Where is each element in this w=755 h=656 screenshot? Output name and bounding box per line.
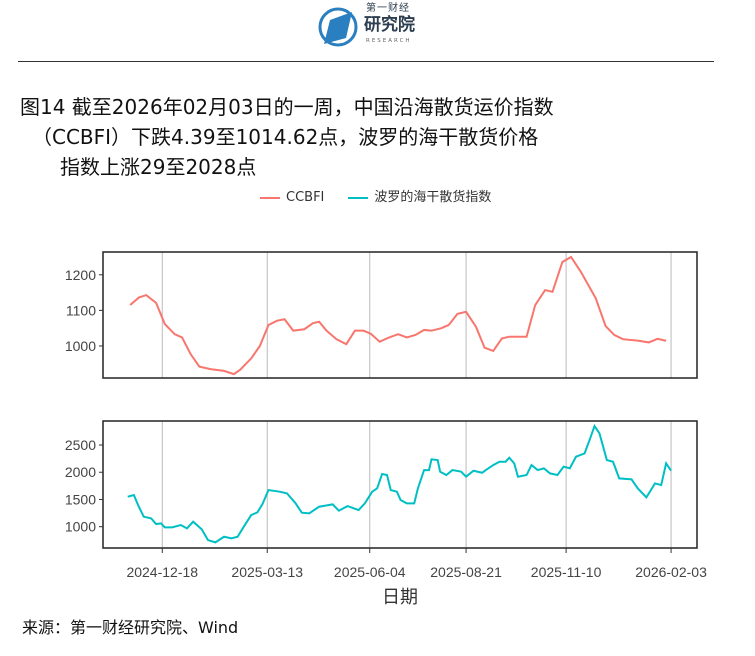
x-tick-label: 2025-11-10: [531, 564, 602, 580]
series-line-1: [127, 423, 672, 544]
y-tick-label: 1200: [65, 267, 96, 283]
x-tick-label: 2026-02-03: [635, 564, 707, 580]
x-tick-label: 2025-08-21: [430, 564, 502, 580]
source-note: 来源：第一财经研究院、Wind: [22, 618, 239, 637]
y-tick-label: 2500: [65, 437, 96, 453]
logo-text: 研究院: [364, 15, 415, 35]
x-tick-label: 2025-06-04: [334, 564, 406, 580]
y-tick-label: 1100: [66, 302, 96, 318]
y-tick-label: 1000: [65, 519, 96, 535]
y-tick-label: 1000: [65, 338, 96, 354]
panel-border: [102, 251, 698, 379]
legend-label: 波罗的海干散货指数: [374, 190, 492, 205]
title-line: （CCBFI）下跌4.39至1014.62点，波罗的海干散货价格: [32, 125, 539, 149]
legend: CCBFI 波罗的海干散货指数: [260, 190, 491, 205]
title-line: 图14 截至2026年02月03日的一周，中国沿海散货运价指数: [20, 95, 554, 119]
figure-title: 图14 截至2026年02月03日的一周，中国沿海散货运价指数 （CCBFI）下…: [20, 92, 554, 182]
x-axis-label: 日期: [382, 587, 418, 608]
logo-text: 第一财经: [366, 3, 410, 14]
header-divider: [18, 61, 714, 62]
y-tick-label: 1500: [65, 491, 96, 507]
legend-swatch-ccbfi: [260, 196, 280, 199]
logo: [318, 7, 358, 47]
logo-text: RESEARCH: [366, 38, 412, 44]
x-tick-label: 2025-03-13: [231, 564, 303, 580]
y-tick-label: 2000: [65, 464, 96, 480]
x-tick-label: 2024-12-18: [126, 564, 198, 580]
series-line-0: [129, 255, 667, 376]
title-line: 指数上涨29至2028点: [60, 155, 257, 179]
legend-swatch-bdi: [348, 196, 369, 199]
legend-label: CCBFI: [286, 190, 325, 205]
panel-border: [102, 420, 698, 549]
